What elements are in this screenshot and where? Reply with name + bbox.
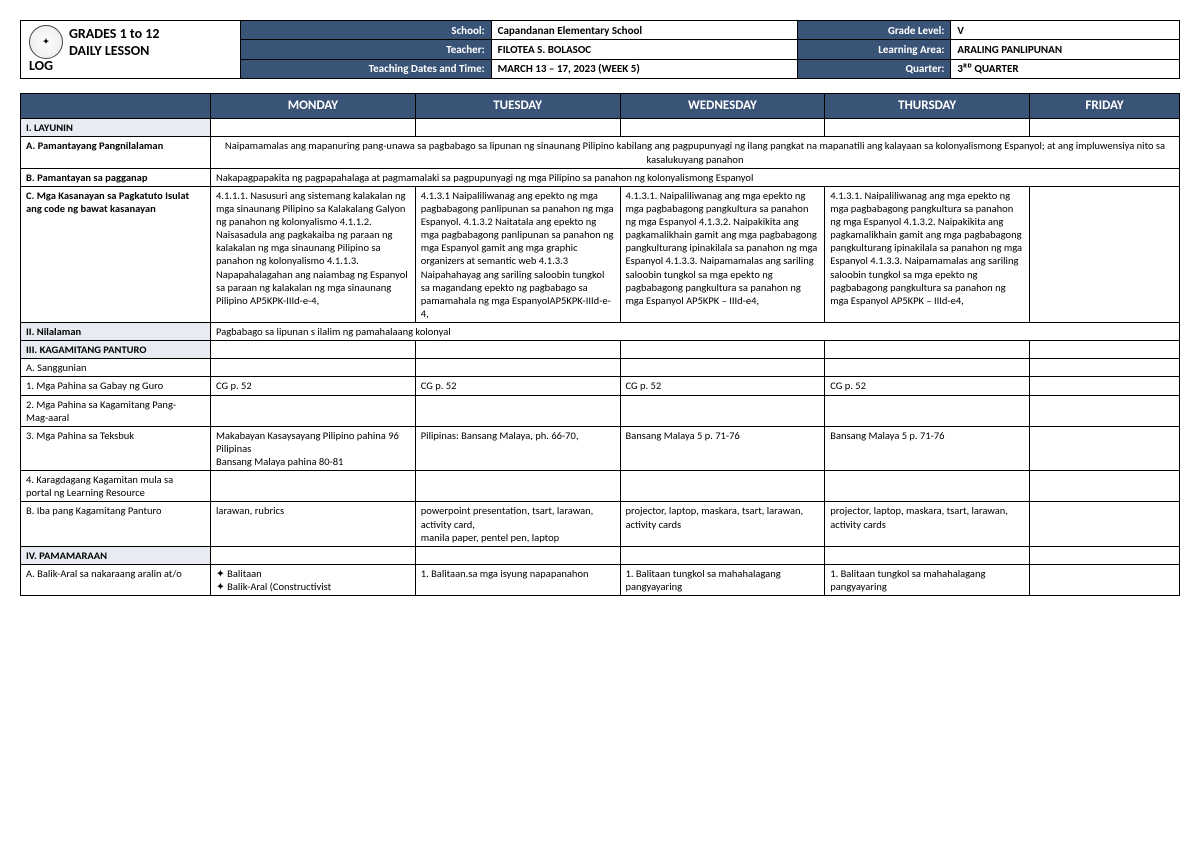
ibapang-tue: powerpoint presentation, tsart, larawan,…	[415, 502, 620, 546]
gabay-tue: CG p. 52	[415, 377, 620, 395]
row-ibapang: B. Iba pang Kagamitang Panturo	[21, 502, 211, 546]
row-pagganap: B. Pamantayan sa pagganap	[21, 168, 211, 186]
balikaral-tue: 1. Balitaan.sa mga isyung napapanahon	[415, 564, 620, 595]
kasanayan-wed: 4.1.3.1. Naipaliliwanag ang mga epekto n…	[620, 186, 825, 322]
row-karagdagang: 4. Karagdagang Kagamitan mula sa portal …	[21, 471, 211, 502]
nilalaman-text: Pagbabago sa lipunan s ilalim ng pamahal…	[211, 323, 1180, 341]
value-area: ARALING PANLIPUNAN	[951, 40, 1180, 59]
label-area: Learning Area:	[797, 40, 951, 59]
day-wednesday: WEDNESDAY	[620, 94, 825, 119]
label-school: School:	[241, 21, 492, 40]
kasanayan-thu: 4.1.3.1. Naipaliliwanag ang mga epekto n…	[825, 186, 1030, 322]
label-quarter: Quarter:	[797, 59, 951, 78]
row-kasanayan: C. Mga Kasanayan sa Pagkatuto Isulat ang…	[21, 186, 211, 322]
ibapang-wed: projector, laptop, maskara, tsart, laraw…	[620, 502, 825, 546]
section-layunin: I. LAYUNIN	[21, 119, 211, 137]
ibapang-thu: projector, laptop, maskara, tsart, laraw…	[825, 502, 1030, 546]
section-kagamitan: III. KAGAMITANG PANTURO	[21, 341, 211, 359]
teksbuk-wed: Bansang Malaya 5 p. 71-76	[620, 426, 825, 470]
value-dates: MARCH 13 – 17, 2023 (WEEK 5)	[491, 59, 797, 78]
title-line2: DAILY LESSON	[69, 42, 159, 59]
row-kagamitang-pang: 2. Mga Pahina sa Kagamitang Pang- Mag-aa…	[21, 395, 211, 426]
label-dates: Teaching Dates and Time:	[241, 59, 492, 78]
section-nilalaman: II. Nilalaman	[21, 323, 211, 341]
row-pamantayang: A. Pamantayang Pangnilalaman	[21, 137, 211, 168]
kasanayan-tue: 4.1.3.1 Naipaliliwanag ang epekto ng mga…	[415, 186, 620, 322]
teksbuk-thu: Bansang Malaya 5 p. 71-76	[825, 426, 1030, 470]
ibapang-mon: larawan, rubrics	[211, 502, 416, 546]
kasanayan-mon: 4.1.1.1. Nasusuri ang sistemang kalakala…	[211, 186, 416, 322]
day-friday: FRIDAY	[1030, 94, 1180, 119]
value-quarter: 3ᴿᴰ QUARTER	[951, 59, 1180, 78]
label-teacher: Teacher:	[241, 40, 492, 59]
day-thursday: THURSDAY	[825, 94, 1030, 119]
teksbuk-mon: Makabayan Kasaysayang Pilipino pahina 96…	[211, 426, 416, 470]
title-line1: GRADES 1 to 12	[69, 25, 159, 42]
lesson-plan-table: MONDAY TUESDAY WEDNESDAY THURSDAY FRIDAY…	[20, 93, 1180, 596]
gabay-thu: CG p. 52	[825, 377, 1030, 395]
row-teksbuk: 3. Mga Pahina sa Teksbuk	[21, 426, 211, 470]
gabay-mon: CG p. 52	[211, 377, 416, 395]
section-pamamaraan: IV. PAMAMARAAN	[21, 546, 211, 564]
kasanayan-fri	[1030, 186, 1180, 322]
pamantayang-text: Naipamamalas ang mapanuring pang-unawa s…	[211, 137, 1180, 168]
title-line3: LOG	[29, 57, 232, 74]
gabay-wed: CG p. 52	[620, 377, 825, 395]
blank-corner	[21, 94, 211, 119]
value-school: Capandanan Elementary School	[491, 21, 797, 40]
value-teacher: FILOTEA S. BOLASOC	[491, 40, 797, 59]
day-tuesday: TUESDAY	[415, 94, 620, 119]
balikaral-thu: 1. Balitaan tungkol sa mahahalagang pang…	[825, 564, 1030, 595]
value-grade: V	[951, 21, 1180, 40]
day-monday: MONDAY	[211, 94, 416, 119]
row-balikaral: A. Balik-Aral sa nakaraang aralin at/o	[21, 564, 211, 595]
deped-logo: ✦	[29, 25, 63, 59]
teksbuk-tue: Pilipinas: Bansang Malaya, ph. 66-70,	[415, 426, 620, 470]
balikaral-mon: ✦ Balitaan ✦ Balik-Aral (Constructivist	[211, 564, 416, 595]
pagganap-text: Nakapagpapakita ng pagpapahalaga at pagm…	[211, 168, 1180, 186]
row-gabay: 1. Mga Pahina sa Gabay ng Guro	[21, 377, 211, 395]
day-header-row: MONDAY TUESDAY WEDNESDAY THURSDAY FRIDAY	[21, 94, 1180, 119]
title-cell: ✦ GRADES 1 to 12 DAILY LESSON LOG	[21, 21, 241, 79]
balikaral-wed: 1. Balitaan tungkol sa mahahalagang pang…	[620, 564, 825, 595]
row-sanggunian: A. Sanggunian	[21, 359, 211, 377]
lesson-log-header: ✦ GRADES 1 to 12 DAILY LESSON LOG School…	[20, 20, 1180, 79]
label-grade: Grade Level:	[797, 21, 951, 40]
